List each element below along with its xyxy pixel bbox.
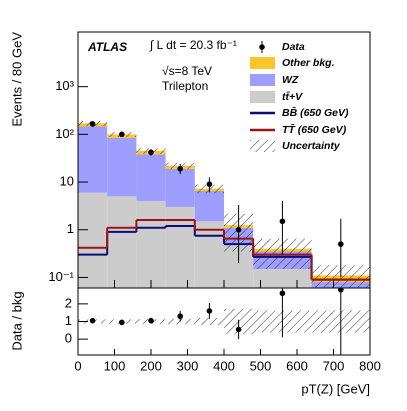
data-point xyxy=(206,181,213,188)
stack-bar xyxy=(78,192,108,288)
ratio-point xyxy=(235,326,242,333)
y-tick-label: 1 xyxy=(67,221,74,236)
legend-swatch xyxy=(250,74,275,86)
ratio-point xyxy=(148,317,154,324)
legend-swatch xyxy=(250,91,275,103)
stack-bar xyxy=(78,126,108,193)
legend-label: Other bkg. xyxy=(282,57,335,69)
data-point xyxy=(235,226,242,233)
legend-label: Data xyxy=(282,41,305,53)
y-tick-label: 10 xyxy=(60,173,74,188)
y-tick-label: 10⁻¹ xyxy=(48,269,74,284)
stack-bar xyxy=(136,154,166,202)
stack-bar xyxy=(136,201,166,288)
ratio-point xyxy=(177,313,183,320)
stack-bar xyxy=(107,137,137,197)
x-tick-label: 0 xyxy=(74,358,81,373)
ratio-point xyxy=(119,319,125,326)
energy-label: √s=8 TeV xyxy=(162,64,212,78)
channel-label: Trilepton xyxy=(162,79,208,93)
y-tick-label: 10² xyxy=(55,126,74,141)
legend-label: tt̄+V xyxy=(282,91,303,103)
data-point xyxy=(119,131,125,138)
legend-label: BB̄ (650 GeV) xyxy=(282,107,349,119)
legend-label: WZ xyxy=(282,74,299,86)
ratio-y-tick-label: 2 xyxy=(65,295,72,310)
legend-swatch xyxy=(250,140,275,152)
data-point xyxy=(177,165,183,172)
x-tick-label: 500 xyxy=(250,358,272,373)
stack-bar xyxy=(107,196,137,288)
ratio-point xyxy=(89,317,96,324)
x-tick-label: 400 xyxy=(213,358,235,373)
stack-bar xyxy=(165,168,195,207)
ratio-point xyxy=(206,308,213,314)
ratio-y-tick-label: 1 xyxy=(65,313,72,328)
x-axis-label: pT(Z) [GeV] xyxy=(301,381,370,396)
ratio-y-tick-label: 0 xyxy=(65,331,72,346)
legend-label: TT̄ (650 GeV) xyxy=(282,124,347,136)
y-axis-label: Events / 80 GeV xyxy=(9,32,24,127)
x-tick-label: 100 xyxy=(104,358,126,373)
legend-swatch xyxy=(250,57,275,69)
ratio-point xyxy=(279,290,286,297)
legend-label: Uncertainty xyxy=(282,140,341,152)
atlas-label: ATLAS xyxy=(87,40,127,54)
legend-data-marker xyxy=(259,44,265,50)
y-tick-label: 10³ xyxy=(55,78,74,93)
ratio-uncertainty-band xyxy=(194,317,224,326)
x-tick-label: 300 xyxy=(177,358,199,373)
x-tick-label: 800 xyxy=(359,358,381,373)
stack-bar xyxy=(194,190,224,222)
data-point xyxy=(148,149,154,156)
data-point xyxy=(279,218,286,225)
data-point xyxy=(89,121,96,127)
x-tick-label: 600 xyxy=(286,358,308,373)
ratio-frame xyxy=(77,287,371,356)
x-tick-label: 200 xyxy=(140,358,162,373)
stack-bar xyxy=(194,221,224,288)
lumi-label: ∫ L dt = 20.3 fb⁻¹ xyxy=(149,38,237,52)
ratio-point xyxy=(338,288,344,293)
ratio-axis-label: Data / bkg xyxy=(9,291,24,350)
x-tick-label: 700 xyxy=(323,358,345,373)
data-point xyxy=(338,241,344,247)
